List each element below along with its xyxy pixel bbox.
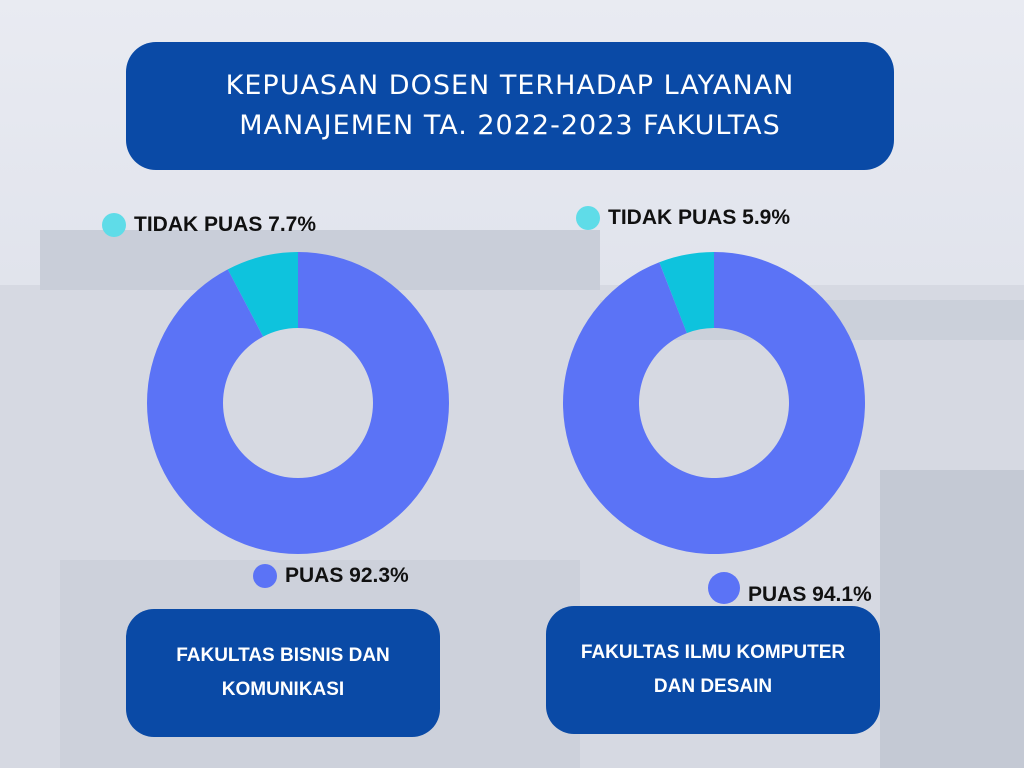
donut-chart-komputer [563,252,865,554]
faculty-label: FAKULTAS BISNIS DAN KOMUNIKASI [176,645,390,700]
legend-label-not-satisfied: TIDAK PUAS 5.9% [608,206,791,229]
legend-label-satisfied: PUAS 92.3% [285,564,409,587]
legend-dot-satisfied [708,572,740,604]
legend-satisfied-1: PUAS 92.3% [253,564,409,588]
slice-puas [147,252,449,554]
slice-puas [563,252,865,554]
legend-not-satisfied-1: TIDAK PUAS 7.7% [102,213,316,237]
legend-satisfied-2: PUAS 94.1% [708,569,872,607]
legend-not-satisfied-2: TIDAK PUAS 5.9% [576,206,790,230]
page-title: KEPUASAN DOSEN TERHADAP LAYANAN MANAJEME… [225,70,795,141]
faculty-label: FAKULTAS ILMU KOMPUTER DAN DESAIN [580,642,846,697]
legend-dot-satisfied [253,564,277,588]
legend-dot-not-satisfied [576,206,600,230]
legend-label-not-satisfied: TIDAK PUAS 7.7% [134,213,317,236]
slice-tidak-puas [227,252,298,337]
legend-label-satisfied: PUAS 94.1% [748,583,872,606]
faculty-label-box-1: FAKULTAS BISNIS DAN KOMUNIKASI [126,609,440,737]
title-banner: KEPUASAN DOSEN TERHADAP LAYANAN MANAJEME… [126,42,894,170]
donut-chart-bisnis [147,252,449,554]
faculty-label-box-2: FAKULTAS ILMU KOMPUTER DAN DESAIN [546,606,880,734]
legend-dot-not-satisfied [102,213,126,237]
slice-tidak-puas [659,252,714,334]
